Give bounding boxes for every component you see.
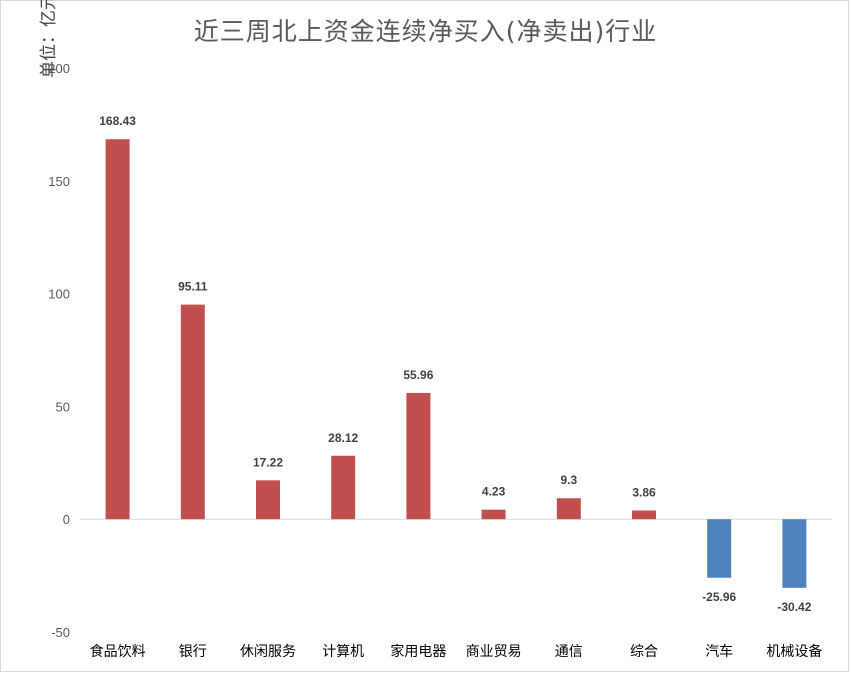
data-label: 3.86	[632, 485, 656, 499]
category-label: 机械设备	[766, 643, 822, 660]
y-tick-label: 100	[48, 287, 70, 302]
data-label: 168.43	[99, 114, 136, 128]
data-label: 9.3	[560, 473, 577, 487]
data-label: 28.12	[328, 431, 358, 445]
category-label: 汽车	[705, 643, 733, 660]
category-label: 家用电器	[390, 643, 446, 660]
bar	[782, 519, 807, 588]
category-label: 计算机	[322, 644, 364, 660]
category-label: 商业贸易	[466, 644, 522, 660]
bar	[481, 509, 506, 520]
y-tick-label: 0	[63, 512, 70, 527]
bar	[180, 304, 205, 520]
category-label: 银行	[179, 644, 207, 660]
category-label: 休闲服务	[240, 644, 296, 660]
bar	[331, 455, 356, 520]
data-label: 55.96	[403, 368, 433, 382]
y-tick-label: 200	[48, 61, 70, 76]
data-label: -30.42	[777, 600, 811, 614]
bar	[556, 498, 581, 520]
data-label: 4.23	[482, 485, 506, 499]
bar	[105, 139, 130, 520]
category-label: 通信	[555, 644, 583, 660]
data-label: 17.22	[253, 455, 283, 469]
category-label: 食品饮料	[90, 643, 146, 660]
bar	[632, 510, 656, 520]
bar	[406, 392, 431, 520]
category-label: 综合	[630, 644, 658, 660]
chart-title: 近三周北上资金连续净买入(净卖出)行业	[193, 17, 658, 46]
data-label: 95.11	[178, 280, 208, 294]
bar	[707, 519, 732, 578]
bar	[256, 480, 280, 520]
y-tick-label: 50	[56, 399, 70, 414]
data-label: -25.96	[702, 590, 736, 604]
y-tick-label: -50	[51, 625, 70, 640]
y-tick-label: 150	[48, 174, 70, 189]
